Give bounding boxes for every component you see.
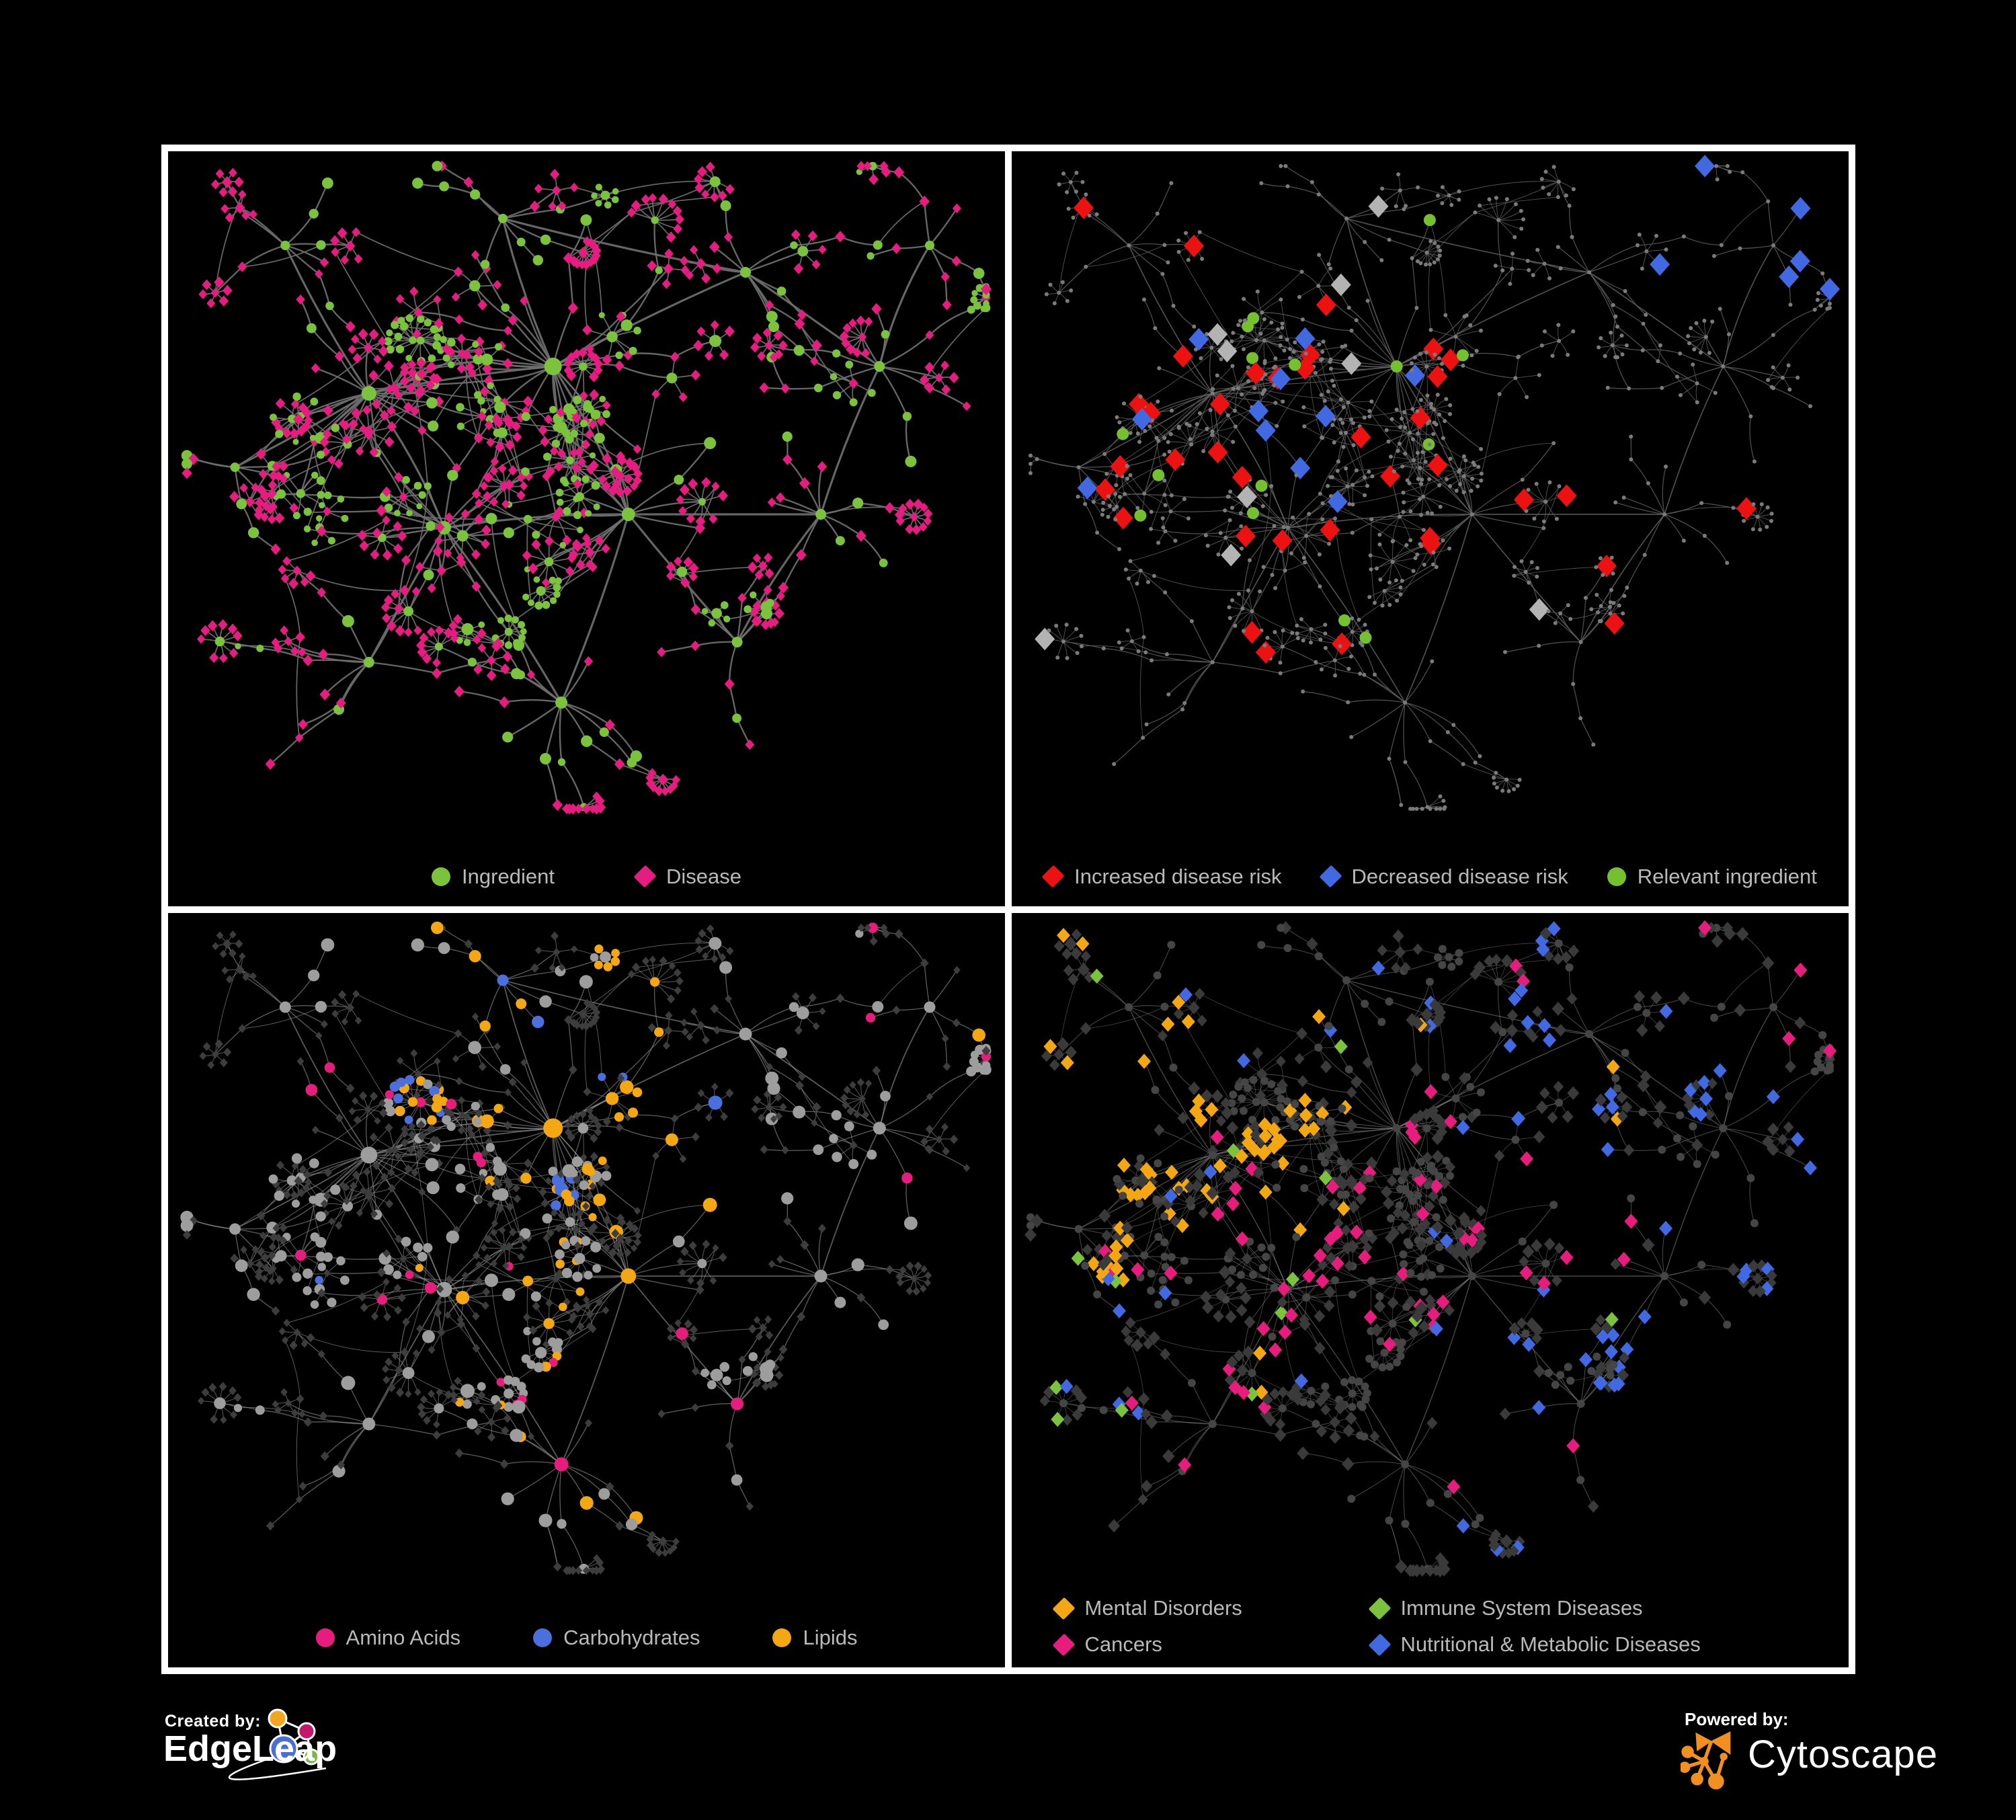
legend-item: Cancers: [1052, 1632, 1370, 1657]
cytoscape-logo-icon: [1681, 1731, 1731, 1790]
panel-ingredient-disease: Ingredient Disease: [168, 151, 1005, 906]
legend-label: Relevant ingredient: [1637, 864, 1817, 888]
legend-ingredient-disease: Ingredient Disease: [168, 865, 1005, 889]
disease-diamond-marker: [633, 865, 657, 888]
nutritional-metabolic-diamond-marker: [1368, 1633, 1391, 1656]
edgeleap-swoosh: [228, 1756, 327, 1780]
legend-item: Increased disease risk: [1041, 864, 1282, 889]
edgeleap-branding: Created by: EdgeLeap: [158, 1700, 387, 1807]
legend-item: Mental Disorders: [1052, 1596, 1370, 1620]
carbohydrates-circle-marker: [533, 1628, 553, 1647]
legend-label: Mental Disorders: [1084, 1596, 1242, 1620]
edgeleap-green-node: [303, 1748, 320, 1766]
cytoscape-branding: Powered by: Cytoscape: [1679, 1702, 1995, 1796]
legend-label: Carbohydrates: [563, 1626, 700, 1649]
amino-acids-circle-marker: [315, 1628, 335, 1647]
network-graph-disease-classes: [1024, 920, 1837, 1577]
ingredient-circle-marker: [432, 867, 451, 886]
panel-disease-classes: Mental Disorders Immune System Diseases …: [1012, 912, 1849, 1667]
legend-item: Decreased disease risk: [1319, 864, 1568, 889]
edgeleap-magenta-node: [297, 1722, 316, 1741]
legend-item: Relevant ingredient: [1607, 865, 1817, 889]
legend-disease-risk: Increased disease risk Decreased disease…: [1012, 865, 1849, 889]
legend-label: Cancers: [1084, 1632, 1162, 1656]
legend-label: Increased disease risk: [1074, 864, 1282, 888]
legend-label: Decreased disease risk: [1351, 864, 1568, 888]
lipids-circle-marker: [772, 1628, 792, 1647]
legend-disease-classes: Mental Disorders Immune System Diseases …: [1012, 1596, 1849, 1657]
legend-label: Lipids: [803, 1626, 858, 1649]
panel-ingredient-classes: Amino Acids Carbohydrates Lipids: [168, 912, 1005, 1667]
relevant-ingredient-circle-marker: [1607, 867, 1626, 886]
legend-ingredient-classes: Amino Acids Carbohydrates Lipids: [168, 1626, 1005, 1650]
cytoscape-glyph: [1681, 1731, 1731, 1790]
network-graph-ingredient-classes: [180, 921, 992, 1575]
edgeleap-orange-node: [268, 1708, 288, 1729]
legend-item: Ingredient: [432, 865, 555, 889]
increased-risk-diamond-marker: [1041, 865, 1065, 888]
powered-by-label: Powered by:: [1685, 1709, 1789, 1729]
cancers-diamond-marker: [1052, 1633, 1075, 1656]
legend-label: Disease: [666, 864, 741, 888]
panel-grid: Ingredient Disease Increased disease ris…: [161, 145, 1855, 1674]
decreased-risk-diamond-marker: [1319, 865, 1342, 888]
cytoscape-wordmark: Cytoscape: [1748, 1733, 1939, 1776]
network-graph-disease-risk: [1029, 155, 1840, 811]
edgeleap-logo-icon: [228, 1708, 327, 1780]
legend-item: Nutritional & Metabolic Diseases: [1368, 1632, 1807, 1657]
network-graph-ingredient-disease: [181, 160, 992, 815]
legend-label: Nutritional & Metabolic Diseases: [1400, 1632, 1701, 1656]
legend-label: Amino Acids: [346, 1626, 461, 1649]
legend-label: Immune System Diseases: [1400, 1596, 1643, 1620]
legend-item: Carbohydrates: [533, 1626, 700, 1650]
panel-disease-risk: Increased disease risk Decreased disease…: [1012, 151, 1849, 906]
legend-item: Immune System Diseases: [1368, 1596, 1807, 1620]
mental-disorders-diamond-marker: [1052, 1597, 1075, 1620]
legend-item: Disease: [633, 864, 741, 889]
edgeleap-wordmark: EdgeLeap: [163, 1729, 337, 1769]
legend-item: Amino Acids: [315, 1626, 461, 1650]
legend-item: Lipids: [772, 1626, 857, 1650]
created-by-label: Created by:: [165, 1712, 261, 1731]
immune-system-diamond-marker: [1368, 1597, 1391, 1620]
edgeleap-blue-node: [269, 1734, 298, 1764]
legend-label: Ingredient: [462, 864, 555, 888]
